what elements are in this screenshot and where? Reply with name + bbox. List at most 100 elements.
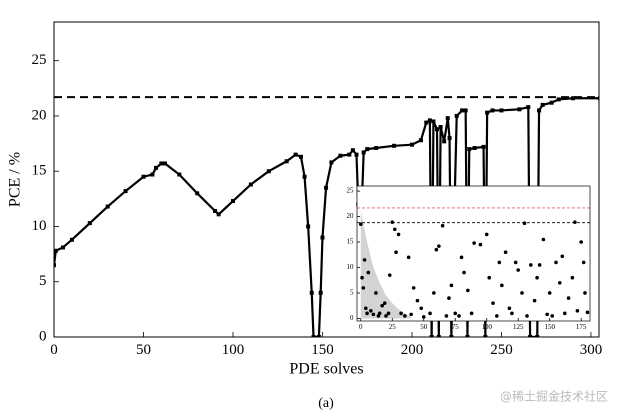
point (575, 309, 580, 313)
x-tick-label: 300 (580, 342, 603, 358)
point (399, 311, 403, 316)
marker (159, 161, 164, 166)
point (362, 258, 367, 262)
marker (309, 290, 314, 295)
point (371, 312, 376, 317)
marker (150, 172, 155, 177)
x-tick-label: 50 (136, 342, 151, 358)
plot-frame (356, 185, 591, 322)
point (390, 220, 395, 224)
point (457, 314, 461, 318)
marker (54, 248, 58, 253)
marker (354, 152, 359, 157)
marker (499, 108, 504, 113)
marker (556, 97, 561, 102)
point (396, 232, 401, 237)
marker (392, 143, 397, 148)
point (440, 223, 445, 228)
marker (427, 118, 432, 123)
point (428, 311, 432, 316)
point (421, 315, 426, 319)
marker (429, 335, 434, 337)
marker (435, 127, 440, 132)
y-tick-label: 25 (347, 187, 355, 195)
marker (424, 120, 429, 125)
y-tick-label: 20 (347, 212, 355, 220)
marker (483, 335, 488, 337)
marker (431, 119, 436, 124)
point (525, 314, 529, 318)
point (570, 275, 575, 280)
marker (306, 224, 311, 229)
point (554, 260, 558, 265)
point (537, 263, 542, 267)
point (497, 260, 502, 265)
marker (597, 96, 599, 101)
point (384, 314, 388, 318)
marker (490, 108, 495, 113)
point (516, 268, 521, 272)
marker (465, 335, 470, 337)
point (507, 306, 512, 311)
marker (54, 263, 56, 268)
x-tick-label: 250 (490, 342, 513, 358)
marker (293, 152, 298, 157)
point (550, 314, 555, 318)
point (437, 244, 441, 248)
point (415, 298, 420, 303)
plot-background (357, 186, 590, 321)
marker (216, 212, 221, 217)
point (585, 310, 590, 315)
point (366, 270, 371, 275)
point (573, 220, 577, 224)
marker (302, 174, 307, 179)
point (484, 232, 489, 237)
marker (162, 161, 167, 166)
point (532, 298, 537, 303)
marker (418, 138, 423, 143)
point (361, 286, 366, 290)
point (579, 240, 583, 244)
area (360, 211, 412, 319)
y-tick-label: 10 (347, 263, 355, 271)
marker (350, 148, 355, 153)
point (557, 280, 562, 285)
marker (528, 335, 533, 337)
plot-1: 0 25 50 75 100 125 150 175 0 5 10 15 20 25 (347, 185, 591, 331)
point (411, 286, 416, 290)
marker (318, 290, 323, 295)
marker (123, 189, 128, 194)
marker (571, 96, 576, 101)
point (387, 273, 392, 277)
marker (105, 204, 110, 209)
marker (311, 335, 316, 337)
y-tick-label: 5 (39, 273, 47, 289)
y-tick-label: 15 (32, 163, 47, 179)
point (377, 311, 382, 316)
point (358, 222, 363, 227)
marker (248, 182, 253, 187)
point (541, 237, 546, 242)
y-tick-label: 10 (32, 218, 47, 234)
x-tick-label: 100 (481, 323, 492, 331)
marker (517, 107, 522, 112)
point (360, 275, 364, 280)
point (522, 221, 527, 225)
marker (449, 335, 454, 337)
marker (320, 235, 325, 240)
point (453, 311, 458, 316)
y-tick-label: 15 (347, 238, 355, 246)
point (392, 227, 397, 232)
point (583, 291, 587, 295)
marker (442, 139, 447, 144)
point (510, 311, 514, 316)
x-tick-label: 75 (452, 323, 460, 331)
marker (69, 237, 74, 242)
x-axis-label: PDE solves (289, 361, 363, 378)
marker (266, 169, 271, 174)
plot-area (357, 207, 590, 319)
caption: (a) (318, 396, 334, 411)
point (500, 283, 504, 288)
